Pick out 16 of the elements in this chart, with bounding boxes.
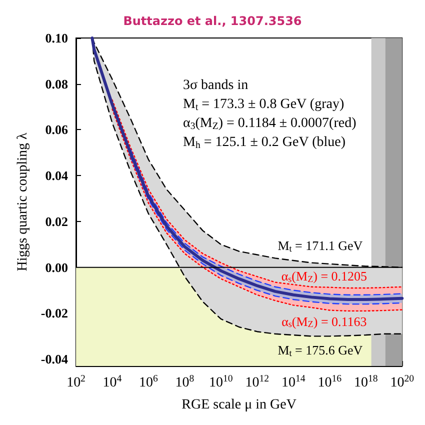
y-tick-label: 0.06 [45, 122, 68, 138]
annotation: αs(MZ) = 0.1163 [282, 314, 367, 330]
x-axis-title: RGE scale μ in GeV [182, 398, 296, 412]
annotation: 3σ bands in [183, 78, 248, 93]
y-tick-label: 0.10 [45, 30, 68, 46]
y-tick-label: 0.04 [45, 168, 68, 184]
annotation: Mt = 171.1 GeV [278, 238, 364, 254]
annotation: αs(MZ) = 0.1205 [281, 268, 368, 284]
y-tick-label: 0.08 [45, 76, 68, 92]
y-tick-label: 0.00 [45, 260, 68, 275]
annotation: Mt = 175.6 GeV [278, 342, 364, 358]
y-axis-title: Higgs quartic coupling λ [16, 132, 30, 272]
y-tick-label: -0.04 [40, 352, 68, 367]
y-tick-label: -0.02 [40, 306, 68, 321]
chart-title: Buttazzo et al., 1307.3536 [123, 14, 302, 28]
y-tick-label: 0.02 [45, 214, 68, 229]
